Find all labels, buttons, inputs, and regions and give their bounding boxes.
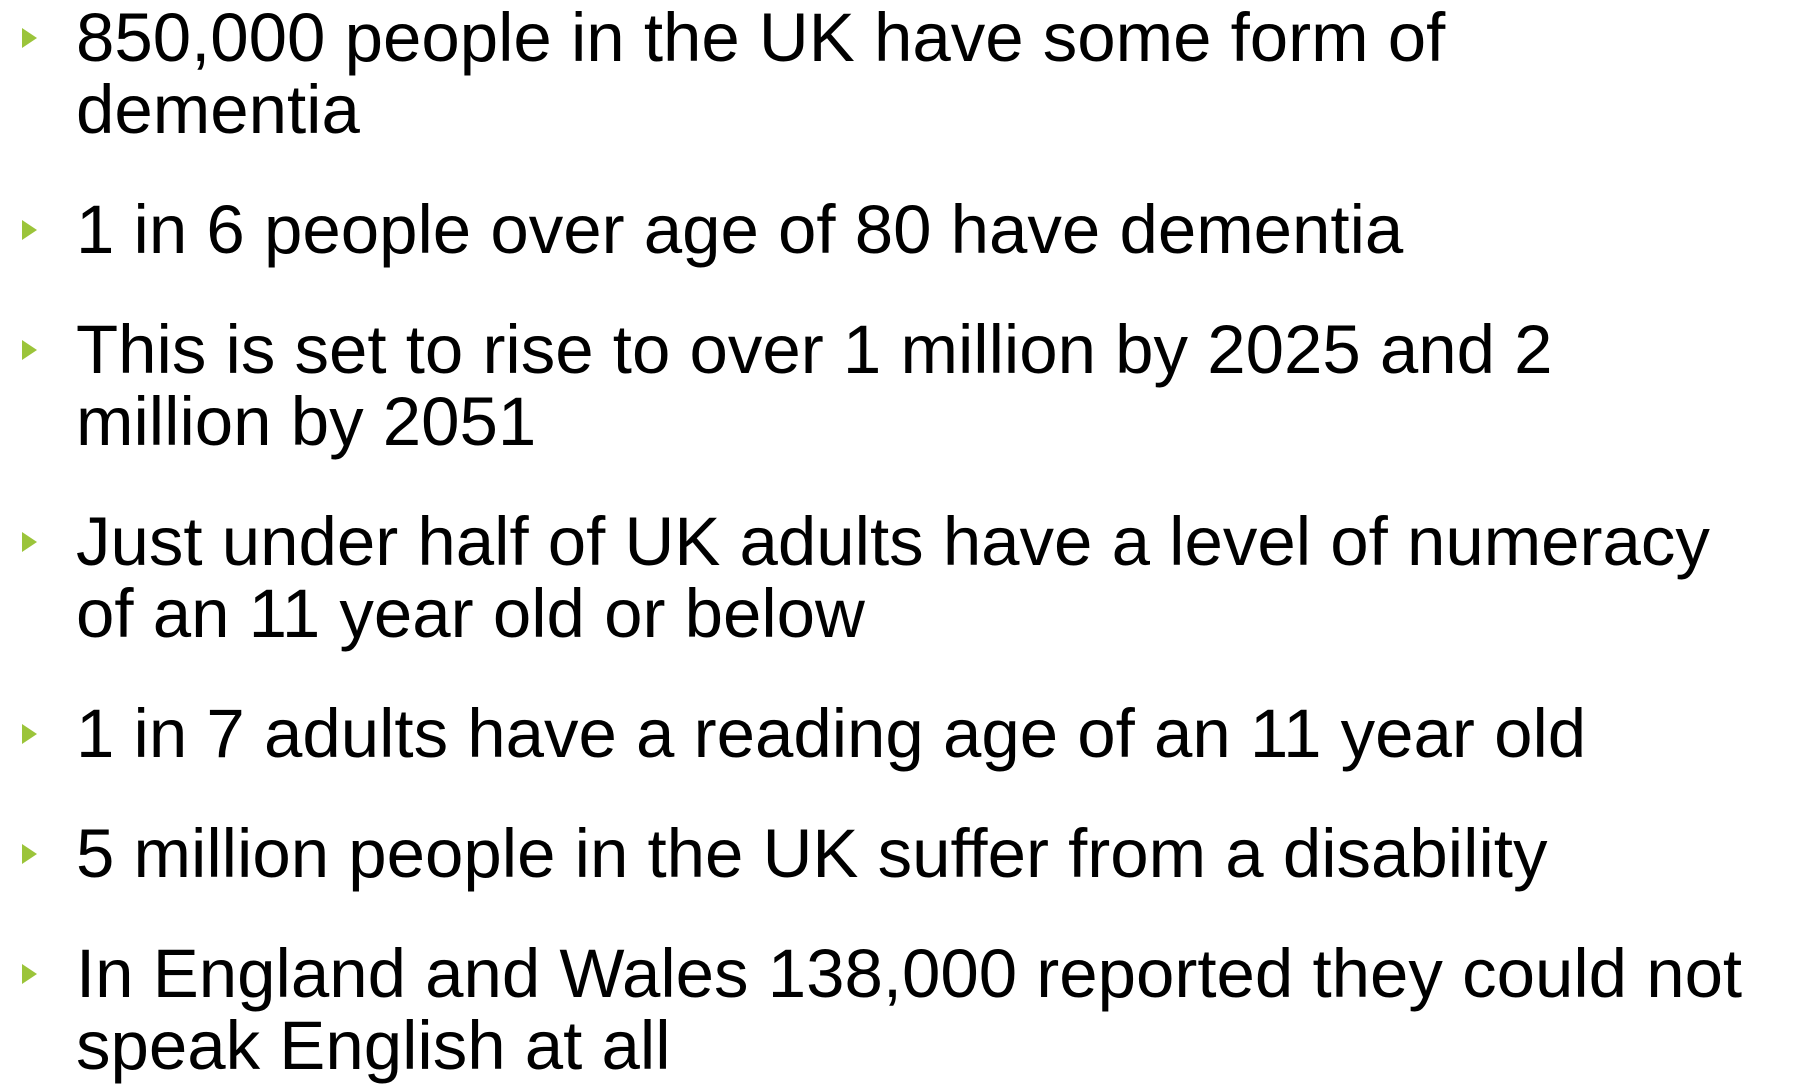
bullet-text-line: 1 in 6 people over age of 80 have dement… [76, 191, 1404, 268]
triangle-right-icon [22, 220, 37, 240]
bullet-text-line: speak English at all [76, 1007, 671, 1084]
bullet-text-line: million by 2051 [76, 383, 537, 460]
bullet-text-line: Just under half of UK adults have a leve… [76, 503, 1710, 580]
triangle-right-icon [22, 340, 37, 360]
bullet-text-line: of an 11 year old or below [76, 575, 865, 652]
triangle-right-icon [22, 532, 37, 552]
triangle-right-icon [22, 28, 37, 48]
bullet-text-line: 850,000 people in the UK have some form … [76, 0, 1446, 76]
bullet-text-line: This is set to rise to over 1 million by… [76, 311, 1553, 388]
bullet-text-line: 1 in 7 adults have a reading age of an 1… [76, 695, 1587, 772]
bullet-text-line: In England and Wales 138,000 reported th… [76, 935, 1743, 1012]
bullet-text: 850,000 people in the UK have some form … [76, 2, 1796, 146]
bullet-text: This is set to rise to over 1 million by… [76, 314, 1796, 458]
triangle-right-icon [22, 844, 37, 864]
triangle-right-icon [22, 964, 37, 984]
bullet-text-line: 5 million people in the UK suffer from a… [76, 815, 1548, 892]
triangle-right-icon [22, 724, 37, 744]
bullet-text: 5 million people in the UK suffer from a… [76, 818, 1796, 890]
bullet-text: 1 in 6 people over age of 80 have dement… [76, 194, 1796, 266]
bullet-text: In England and Wales 138,000 reported th… [76, 938, 1796, 1082]
bullet-text: Just under half of UK adults have a leve… [76, 506, 1796, 650]
bullet-text: 1 in 7 adults have a reading age of an 1… [76, 698, 1796, 770]
bullet-text-line: dementia [76, 71, 360, 148]
